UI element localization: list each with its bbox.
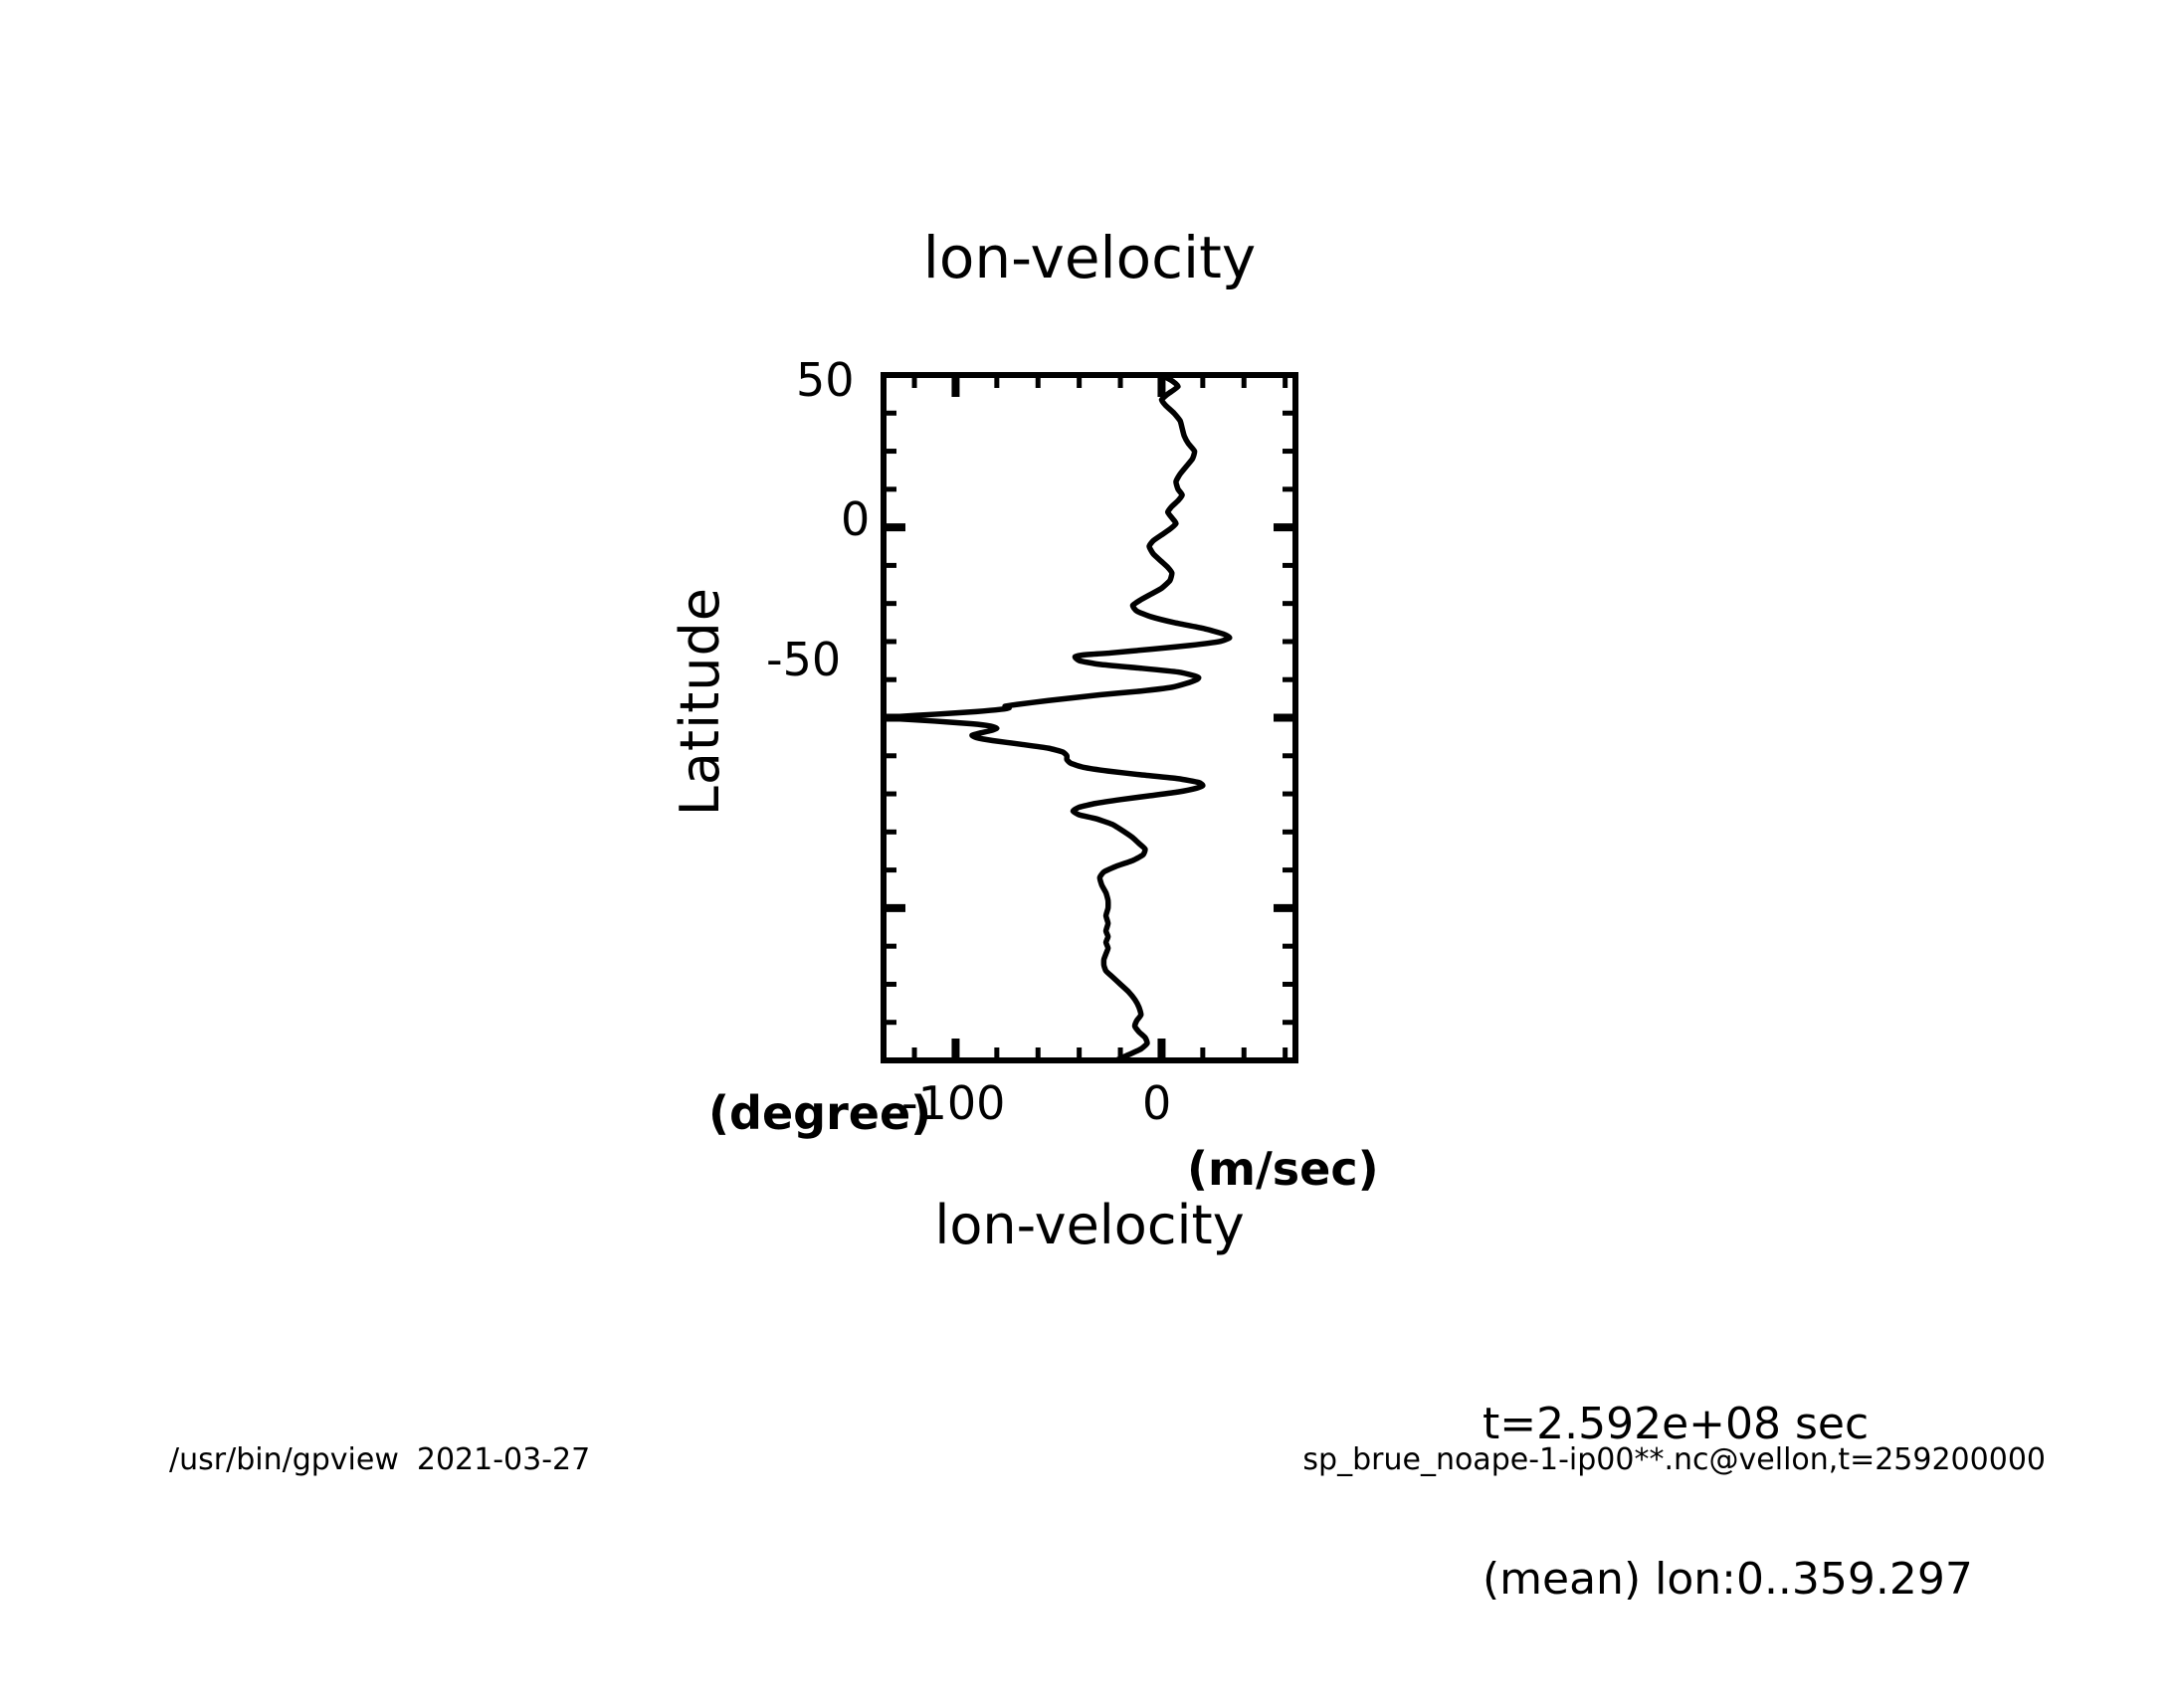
footer-program: /usr/bin/gpview: [169, 1442, 399, 1477]
annotation-time: t=2.592e+08 sec: [1483, 1398, 1870, 1449]
data-curve: [881, 372, 1233, 1063]
y-axis-tick-label-0: 0: [841, 492, 871, 546]
y-axis-units-label: (degree): [708, 1086, 932, 1140]
annotation-mean: (mean) lon:0..359.297: [1483, 1553, 1973, 1605]
page-title: lon-velocity: [922, 224, 1257, 291]
footer-source: sp_brue_noape-1-ip00**.nc@vellon,t=25920…: [1302, 1442, 2046, 1477]
x-axis-units-label: (m/sec): [1187, 1142, 1379, 1196]
annotation-block: t=2.592e+08 sec (mean) lon:0..359.297: [1483, 1295, 1973, 1708]
x-axis-tick-label-0: 0: [1142, 1076, 1172, 1130]
axis-ticks: [884, 372, 1295, 1063]
y-axis-tick-label-50: 50: [796, 353, 855, 407]
chart-plot-area: [881, 372, 1298, 1063]
x-axis-label: lon-velocity: [934, 1194, 1245, 1256]
y-axis-label: Latitude: [669, 587, 731, 817]
footer-left: /usr/bin/gpview 2021-03-27: [169, 1442, 590, 1477]
footer-date: 2021-03-27: [416, 1442, 591, 1477]
plot-frame: [881, 372, 1298, 1063]
x-axis-tick-label-minus-100: -100: [901, 1076, 1006, 1130]
figure-canvas: lon-velocity 50 0 -50 -100 0 Latitude (d…: [169, 224, 2046, 1605]
y-axis-tick-label-minus-50: -50: [766, 633, 842, 686]
